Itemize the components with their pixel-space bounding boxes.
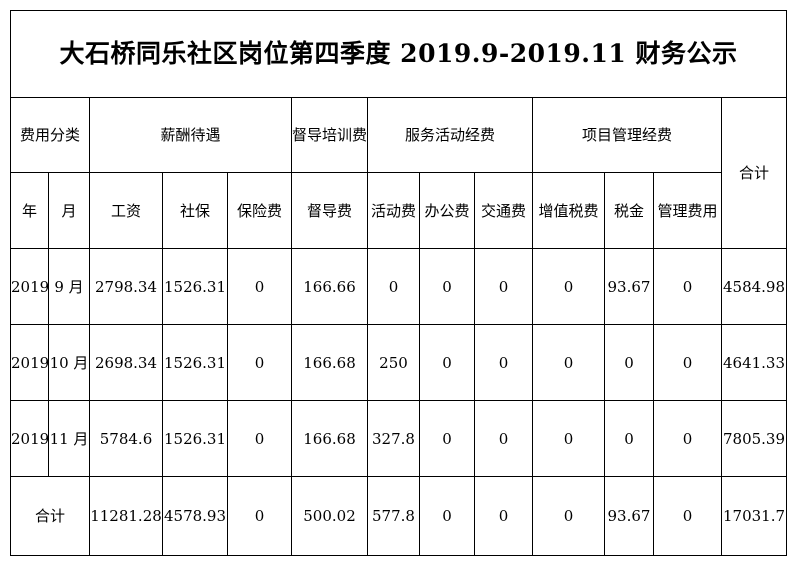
finance-table: 大石桥同乐社区岗位第四季度 2019.9-2019.11 财务公示 费用分类 薪…	[10, 10, 787, 556]
cell-transport: 0	[474, 400, 533, 477]
header-supervision: 督导费	[291, 172, 368, 249]
cell-management: 0	[653, 400, 722, 477]
header-transport: 交通费	[474, 172, 533, 249]
total-insurance: 0	[227, 476, 292, 556]
page-title: 大石桥同乐社区岗位第四季度 2019.9-2019.11 财务公示	[10, 10, 787, 98]
cell-year: 2019	[10, 248, 49, 325]
cell-vat: 0	[532, 400, 605, 477]
cell-insurance: 0	[227, 400, 292, 477]
cell-social: 1526.31	[162, 400, 228, 477]
header-year: 年	[10, 172, 49, 249]
cell-management: 0	[653, 248, 722, 325]
cell-year: 2019	[10, 400, 49, 477]
cell-wage: 2798.34	[89, 248, 163, 325]
cell-social: 1526.31	[162, 324, 228, 401]
header-project-group: 项目管理经费	[532, 97, 722, 173]
cell-transport: 0	[474, 324, 533, 401]
total-transport: 0	[474, 476, 533, 556]
total-activity: 577.8	[367, 476, 420, 556]
cell-supervision: 166.68	[291, 400, 368, 477]
table-row: 2019 9 月 2798.34 1526.31 0 166.66 0 0 0 …	[10, 248, 787, 325]
cell-social: 1526.31	[162, 248, 228, 325]
cell-office: 0	[419, 400, 475, 477]
header-salary-group: 薪酬待遇	[89, 97, 292, 173]
cell-supervision: 166.68	[291, 324, 368, 401]
totals-row: 合计 11281.28 4578.93 0 500.02 577.8 0 0 0…	[10, 476, 787, 556]
header-insurance: 保险费	[227, 172, 292, 249]
cell-supervision: 166.66	[291, 248, 368, 325]
header-training-group: 督导培训费	[291, 97, 368, 173]
total-tax: 93.67	[604, 476, 654, 556]
cell-vat: 0	[532, 248, 605, 325]
cell-wage: 5784.6	[89, 400, 163, 477]
header-month: 月	[48, 172, 90, 249]
cell-wage: 2698.34	[89, 324, 163, 401]
header-total: 合计	[721, 97, 787, 249]
total-social: 4578.93	[162, 476, 228, 556]
cell-office: 0	[419, 248, 475, 325]
total-vat: 0	[532, 476, 605, 556]
header-tax: 税金	[604, 172, 654, 249]
cell-month: 9 月	[48, 248, 90, 325]
header-wage: 工资	[89, 172, 163, 249]
cell-activity: 327.8	[367, 400, 420, 477]
header-category: 费用分类	[10, 97, 90, 173]
cell-total: 7805.39	[721, 400, 787, 477]
cell-month: 10 月	[48, 324, 90, 401]
total-wage: 11281.28	[89, 476, 163, 556]
cell-tax: 0	[604, 324, 654, 401]
header-office: 办公费	[419, 172, 475, 249]
cell-tax: 0	[604, 400, 654, 477]
total-management: 0	[653, 476, 722, 556]
header-management: 管理费用	[653, 172, 722, 249]
header-vat: 增值税费	[532, 172, 605, 249]
cell-month: 11 月	[48, 400, 90, 477]
cell-activity: 250	[367, 324, 420, 401]
cell-vat: 0	[532, 324, 605, 401]
total-supervision: 500.02	[291, 476, 368, 556]
cell-office: 0	[419, 324, 475, 401]
cell-insurance: 0	[227, 248, 292, 325]
cell-insurance: 0	[227, 324, 292, 401]
cell-year: 2019	[10, 324, 49, 401]
table-row: 2019 11 月 5784.6 1526.31 0 166.68 327.8 …	[10, 400, 787, 477]
total-grand: 17031.7	[721, 476, 787, 556]
cell-management: 0	[653, 324, 722, 401]
table-row: 2019 10 月 2698.34 1526.31 0 166.68 250 0…	[10, 324, 787, 401]
cell-total: 4641.33	[721, 324, 787, 401]
cell-activity: 0	[367, 248, 420, 325]
total-office: 0	[419, 476, 475, 556]
header-service-group: 服务活动经费	[367, 97, 533, 173]
header-activity: 活动费	[367, 172, 420, 249]
cell-transport: 0	[474, 248, 533, 325]
totals-label: 合计	[10, 476, 90, 556]
finance-table-sheet: 大石桥同乐社区岗位第四季度 2019.9-2019.11 财务公示 费用分类 薪…	[10, 10, 787, 558]
cell-tax: 93.67	[604, 248, 654, 325]
cell-total: 4584.98	[721, 248, 787, 325]
header-social: 社保	[162, 172, 228, 249]
